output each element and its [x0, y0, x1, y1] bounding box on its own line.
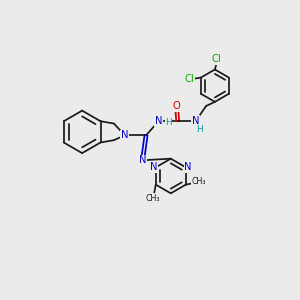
- Text: N: N: [184, 162, 192, 172]
- Text: CH₃: CH₃: [146, 194, 160, 202]
- Text: O: O: [173, 101, 180, 111]
- Text: N: N: [121, 130, 128, 140]
- Text: H: H: [196, 125, 202, 134]
- Text: N: N: [139, 155, 146, 165]
- Text: H: H: [165, 118, 172, 127]
- Text: N: N: [192, 116, 200, 126]
- Text: N: N: [155, 116, 163, 126]
- Text: CH₃: CH₃: [191, 177, 206, 186]
- Text: Cl: Cl: [212, 54, 222, 64]
- Text: Cl: Cl: [185, 74, 195, 84]
- Text: N: N: [150, 162, 157, 172]
